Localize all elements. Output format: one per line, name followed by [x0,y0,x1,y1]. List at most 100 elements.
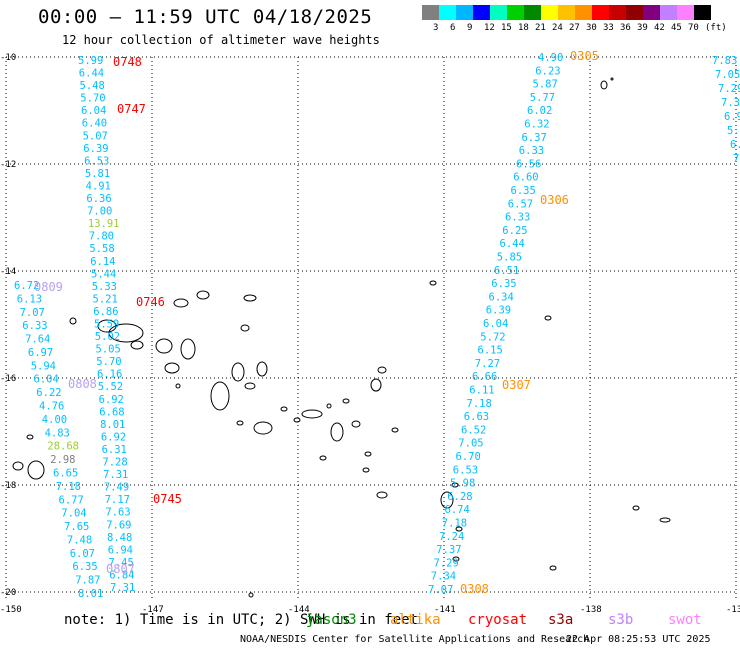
footer-note: note: 1) Time is in UTC; 2) SWH is in fe… [64,612,419,628]
wave-height-value: 6.53 [453,464,478,476]
wave-height-value: 6.35 [511,185,536,197]
wave-height-value: 7.34 [431,571,456,583]
longitude-label: -138 [580,605,602,615]
wave-height-value: 6.37 [522,132,547,144]
wave-height-value: 7.65 [64,521,89,533]
longitude-label: -135 [726,605,740,615]
pass-time-label: 0308 [460,582,489,596]
pass-time-label: 0808 [68,377,97,391]
wave-height-value: 4.76 [39,401,64,413]
wave-height-value: 4.00 [42,414,67,426]
legend-tick-label: 9 [467,23,473,33]
wave-height-value: 7.29 [434,557,459,569]
wave-height-value: 6.35 [491,278,516,290]
legend-tick-label: 27 [569,23,580,33]
wave-height-value: 7.80 [89,231,114,243]
wave-height-value: 6.13 [17,293,42,305]
pass-time-label: 0307 [502,378,531,392]
wave-height-value: 7.69 [106,519,131,531]
wave-height-value: 7.17 [105,494,130,506]
legend-swatch [609,5,626,20]
wave-height-value: 6.14 [90,256,115,268]
legend-unit-label: (ft) [705,23,727,33]
wave-height-value: 6.33 [22,320,47,332]
color-legend-labels: 3 6 9 12 15 18 21 24 27 30 33 36 39 42 45 70 (ft) [425,23,735,35]
wave-height-value: 6.15 [478,345,503,357]
legend-tick-label: 18 [518,23,529,33]
legend-swatch [456,5,473,20]
wave-height-value: 4.83 [45,427,70,439]
map-subtitle: 12 hour collection of altimeter wave hei… [62,33,380,47]
legend-tick-label: 3 [433,23,439,33]
legend-tick-label: 45 [671,23,682,33]
latitude-label: -12 [0,160,16,170]
legend-tick-label: 70 [688,23,699,33]
wave-height-value: 6.56 [516,158,541,170]
wave-height-value: 7.07 [20,307,45,319]
legend-swatch [694,5,711,20]
wave-height-value: 8.01 [78,588,103,600]
wave-height-value: 6.57 [508,198,533,210]
satellite-legend-item: jason3 [306,612,357,628]
legend-swatch [592,5,609,20]
wave-height-value: 5.8 [727,125,740,137]
pass-time-label: 0748 [113,55,142,69]
wave-height-value: 7.05 [458,438,483,450]
wave-height-value: 7.24 [439,531,464,543]
legend-swatch [541,5,558,20]
wave-height-value: 5.77 [530,92,555,104]
wave-height-value: 6.23 [535,65,560,77]
altimeter-tracks: 5.996.445.485.706.046.405.076.396.535.81… [14,49,740,600]
wave-height-value: 6.53 [84,155,109,167]
wave-height-value: 6.39 [486,305,511,317]
wave-height-value: 7.07 [428,584,453,596]
legend-swatch [490,5,507,20]
wave-height-value: 6.68 [99,406,124,418]
credit-text: NOAA/NESDIS Center for Satellite Applica… [240,634,590,645]
legend-swatch [524,5,541,20]
wave-height-value: 7.63 [105,507,130,519]
wave-height-value: 6.33 [505,212,530,224]
wave-height-value: 5.44 [91,268,116,280]
wave-height-value: 2.98 [50,454,75,466]
pass-time-label: 0306 [540,193,569,207]
legend-swatch [439,5,456,20]
wave-height-value: 4.91 [86,181,111,193]
latitude-label: -10 [0,53,16,63]
wave-height-value: 5.07 [83,130,108,142]
wave-height-value: 6.02 [527,105,552,117]
wave-height-value: 5.48 [80,80,105,92]
wave-height-value: 5.72 [480,331,505,343]
wave-height-value: 5.58 [89,243,114,255]
legend-swatch [558,5,575,20]
wave-height-value: 6.04 [483,318,508,330]
wave-height-value: 5.99 [78,55,103,67]
latitude-label: -20 [0,588,16,598]
legend-tick-label: 36 [620,23,631,33]
wave-height-value: 6.7 [730,139,740,151]
wave-height-value: 6.52 [461,424,486,436]
wave-height-value: 6.92 [99,394,124,406]
pass-time-label: 0809 [34,280,63,294]
map-grid: -150 -147 -144 -141 -138 -135 -10 -12 -14 -16 -18 -… [0,53,740,615]
wave-height-value: 7.28 [102,457,127,469]
satellite-legend-item: s3a [548,612,574,628]
latitude-label: -18 [0,481,16,491]
wave-height-value: 5.52 [98,381,123,393]
pass-time-label: 0747 [117,102,146,116]
wave-height-value: 6.60 [513,172,538,184]
wave-height-value: 5.87 [533,79,558,91]
legend-tick-label: 21 [535,23,546,33]
wave-height-value: 6.44 [79,68,104,80]
legend-swatch [422,5,439,20]
wave-height-value: 7.64 [25,334,50,346]
latitude-label: -16 [0,374,16,384]
legend-tick-label: 15 [501,23,512,33]
legend-tick-label: 6 [450,23,456,33]
wave-height-value: 6.9 [724,111,740,123]
longitude-label: -141 [434,605,456,615]
wave-height-value: 7.18 [56,481,81,493]
satellite-legend-item: cryosat [468,612,528,628]
wave-height-value: 6.16 [97,369,122,381]
legend-swatch [643,5,660,20]
